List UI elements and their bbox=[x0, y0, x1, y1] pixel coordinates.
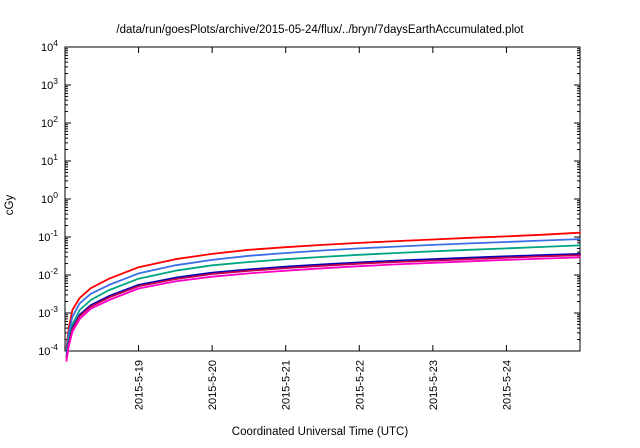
y-tick-label: 10-2 bbox=[38, 266, 58, 282]
curve-series-2 bbox=[65, 238, 581, 352]
y-tick-label: 101 bbox=[41, 152, 58, 168]
x-axis-label: Coordinated Universal Time (UTC) bbox=[231, 426, 409, 438]
y-tick-label: 104 bbox=[41, 38, 58, 54]
y-tick-label: 10-3 bbox=[38, 304, 58, 320]
x-tick-label: 2015-5-21 bbox=[281, 360, 293, 410]
curve-series-6 bbox=[65, 256, 581, 362]
x-tick-label: 2015-5-24 bbox=[501, 360, 513, 410]
y-axis-label: cGy bbox=[4, 194, 16, 216]
x-tick-label: 2015-5-20 bbox=[207, 360, 219, 410]
y-tick-label: 102 bbox=[41, 114, 58, 130]
curve-series-3 bbox=[65, 244, 581, 356]
y-tick-label: 103 bbox=[41, 76, 58, 92]
x-tick-label: 2015-5-22 bbox=[354, 360, 366, 410]
y-tick-label: 100 bbox=[41, 190, 58, 206]
curve-series-1 bbox=[65, 231, 581, 349]
y-tick-label: 10-1 bbox=[38, 228, 58, 244]
y-tick-label: 10-4 bbox=[38, 342, 58, 358]
plot-title: /data/run/goesPlots/archive/2015-05-24/f… bbox=[116, 24, 524, 36]
curve-series-4 bbox=[65, 252, 581, 358]
x-tick-label: 2015-5-23 bbox=[428, 360, 440, 410]
plot-frame bbox=[64, 46, 581, 352]
x-tick-label: 2015-5-19 bbox=[134, 360, 146, 410]
curve-series-5 bbox=[65, 254, 581, 360]
